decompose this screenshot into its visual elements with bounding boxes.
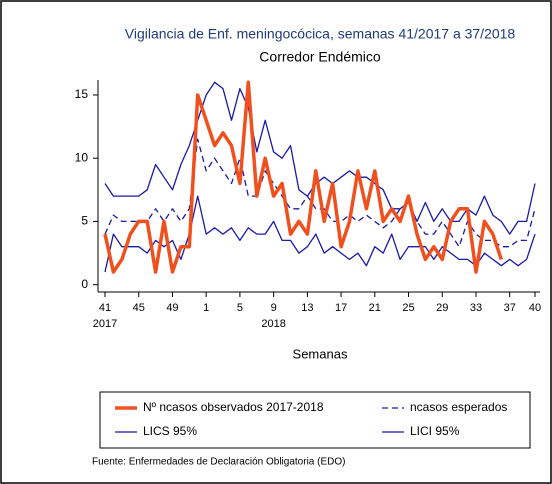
series-line	[103, 80, 503, 274]
series-line	[104, 138, 536, 248]
x-axis-title: Semanas	[293, 346, 348, 361]
chart-subtitle: Corredor Endémico	[259, 49, 381, 65]
x-tick-label: 49	[166, 302, 178, 314]
x-tick-label: 1	[203, 302, 209, 314]
y-tick-label: 15	[75, 87, 89, 101]
chart-title: Vigilancia de Enf. meningocócica, semana…	[125, 26, 516, 42]
x-tick-label: 9	[271, 302, 277, 314]
legend-label: LICI 95%	[410, 424, 460, 438]
x-tick-label: 37	[504, 302, 516, 314]
x-tick-label: 5	[237, 302, 243, 314]
y-tick-label: 0	[81, 277, 88, 291]
y-tick-label: 10	[75, 150, 89, 164]
x-tick-label: 40	[529, 302, 541, 314]
x-tick-label: 21	[369, 302, 381, 314]
x-tick-label: 29	[436, 302, 448, 314]
x-tick-label: 25	[402, 302, 414, 314]
x-tick-label: 45	[133, 302, 145, 314]
x-year-label: 2018	[261, 318, 285, 330]
x-tick-label: 17	[335, 302, 347, 314]
x-tick-label: 13	[301, 302, 313, 314]
y-tick-label: 5	[81, 214, 88, 228]
legend-label: ncasos esperados	[410, 400, 507, 414]
legend-box	[99, 391, 531, 449]
source-note: Fuente: Enfermedades de Declaración Obli…	[92, 457, 345, 468]
legend-label: LICS 95%	[143, 424, 197, 438]
legend-label: Nº ncasos observados 2017-2018	[143, 400, 324, 414]
x-year-label: 2017	[93, 318, 117, 330]
series-line	[104, 81, 536, 235]
x-tick-label: 41	[99, 302, 111, 314]
series-line	[104, 195, 536, 273]
x-tick-label: 33	[470, 302, 482, 314]
